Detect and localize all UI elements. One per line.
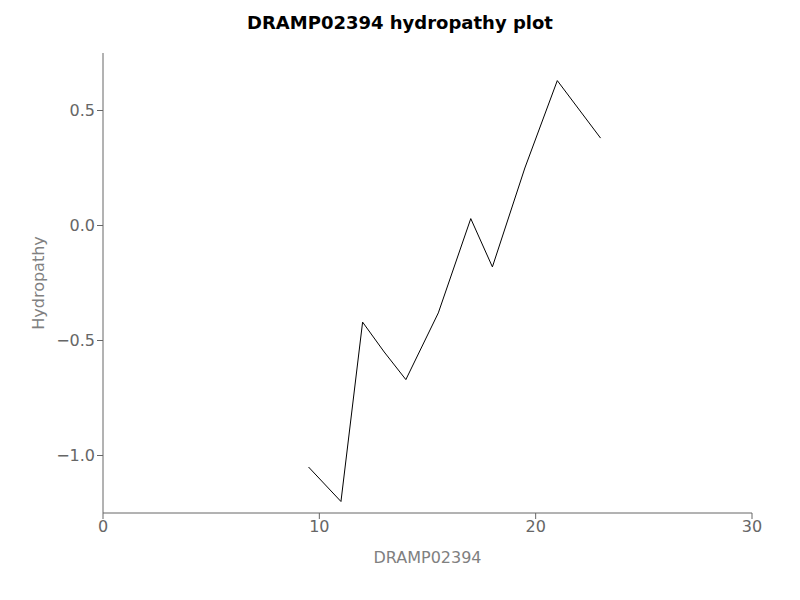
html-text:DRAMP02394 hydropathy plot: DRAMP02394 hydropathy plot xyxy=(247,12,553,33)
svg-text:−1.0: −1.0 xyxy=(56,446,95,465)
svg-text:0.5: 0.5 xyxy=(70,101,95,120)
svg-text:−0.5: −0.5 xyxy=(56,331,95,350)
svg-text:0.0: 0.0 xyxy=(70,216,95,235)
svg-text:20: 20 xyxy=(525,517,545,536)
svg-text:DRAMP02394: DRAMP02394 xyxy=(373,548,481,567)
svg-text:0: 0 xyxy=(98,517,108,536)
svg-text:Hydropathy: Hydropathy xyxy=(29,236,48,330)
svg-text:10: 10 xyxy=(309,517,329,536)
svg-text:30: 30 xyxy=(742,517,762,536)
